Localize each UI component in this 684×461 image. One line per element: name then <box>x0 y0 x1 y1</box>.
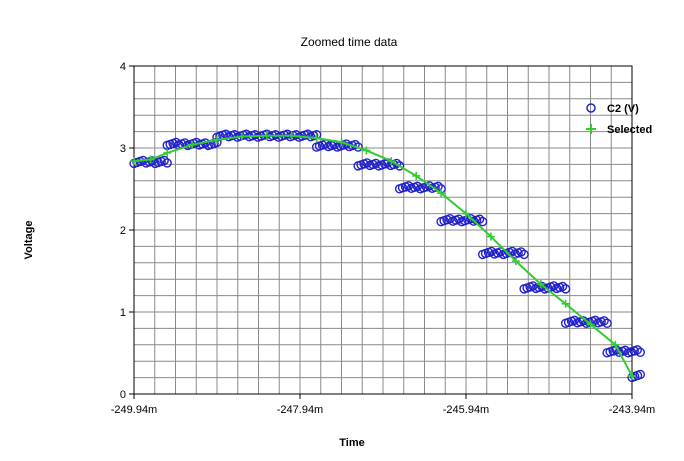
c2-point <box>466 213 476 224</box>
selected-point <box>337 138 346 147</box>
c2-point <box>632 345 642 355</box>
selected-point <box>586 320 595 329</box>
selected-line <box>133 134 633 377</box>
c2-point <box>162 158 172 168</box>
selected-point <box>130 157 138 166</box>
c2-point <box>549 281 559 291</box>
y-axis-label: Voltage <box>23 221 35 260</box>
c2-point <box>362 158 372 168</box>
c2-point <box>528 281 538 291</box>
legend: C2 (V) Selected <box>586 103 652 136</box>
c2-point <box>635 369 645 380</box>
y-tick-label: 2 <box>120 225 126 237</box>
grid <box>134 66 632 394</box>
c2-point <box>394 161 405 171</box>
c2-point <box>620 345 630 356</box>
c2-point <box>602 318 612 329</box>
selected-point <box>437 189 446 198</box>
y-tick-label: 3 <box>120 143 126 155</box>
x-tick-label: -245.94m <box>443 404 489 416</box>
y-axis-ticks: 0 1 2 3 4 <box>120 61 134 401</box>
chart-title: Zoomed time data <box>301 35 398 49</box>
selected-point <box>262 131 271 140</box>
c2-point <box>454 214 464 224</box>
selected-point <box>387 157 396 166</box>
selected-point <box>628 371 636 380</box>
c2-point <box>229 130 240 140</box>
legend-selected-marker <box>586 124 596 134</box>
c2-point <box>391 158 402 169</box>
x-tick-label: -249.94m <box>111 404 157 416</box>
selected-point <box>486 232 495 241</box>
c2-point <box>516 247 526 257</box>
x-axis-ticks: -249.94m -247.94m -245.94m -243.94m <box>111 394 655 416</box>
series-selected <box>130 131 636 380</box>
selected-point <box>163 148 172 157</box>
c2-point <box>599 316 609 326</box>
c2-point <box>171 137 181 148</box>
c2-point <box>474 214 485 224</box>
legend-c2-marker <box>586 103 596 113</box>
selected-point <box>237 132 246 141</box>
y-tick-label: 4 <box>120 61 126 73</box>
c2-point <box>403 181 414 191</box>
selected-point <box>561 299 570 308</box>
c2-point <box>412 181 423 192</box>
c2-point <box>250 130 260 140</box>
y-tick-label: 0 <box>120 389 126 401</box>
c2-point <box>371 158 381 169</box>
x-axis-label: Time <box>339 437 364 449</box>
selected-point <box>511 257 520 266</box>
selected-point <box>287 131 296 140</box>
c2-point <box>495 247 506 257</box>
x-tick-label: -243.94m <box>609 404 655 416</box>
c2-point <box>159 155 169 166</box>
selected-point <box>146 155 155 164</box>
selected-point <box>412 171 421 180</box>
c2-point <box>569 315 580 326</box>
legend-c2-label: C2 (V) <box>607 103 639 115</box>
c2-point <box>424 181 434 191</box>
selected-point <box>536 280 545 289</box>
legend-selected-label: Selected <box>607 124 652 136</box>
series-c2 <box>129 129 645 383</box>
selected-point <box>213 135 221 144</box>
c2-point <box>477 216 488 227</box>
c2-point <box>560 284 571 294</box>
c2-point <box>486 246 497 257</box>
x-tick-label: -247.94m <box>277 404 323 416</box>
y-tick-label: 1 <box>120 307 126 319</box>
selected-point <box>188 140 197 149</box>
c2-point <box>519 249 529 260</box>
c2-point <box>147 156 157 166</box>
selected-point <box>362 146 371 155</box>
c2-point <box>445 213 455 224</box>
c2-point <box>537 281 547 292</box>
selected-point <box>312 134 321 143</box>
c2-point <box>507 246 517 257</box>
selected-point <box>611 340 620 349</box>
c2-point <box>557 281 568 292</box>
selected-point <box>462 209 470 218</box>
c2-point <box>635 347 645 358</box>
